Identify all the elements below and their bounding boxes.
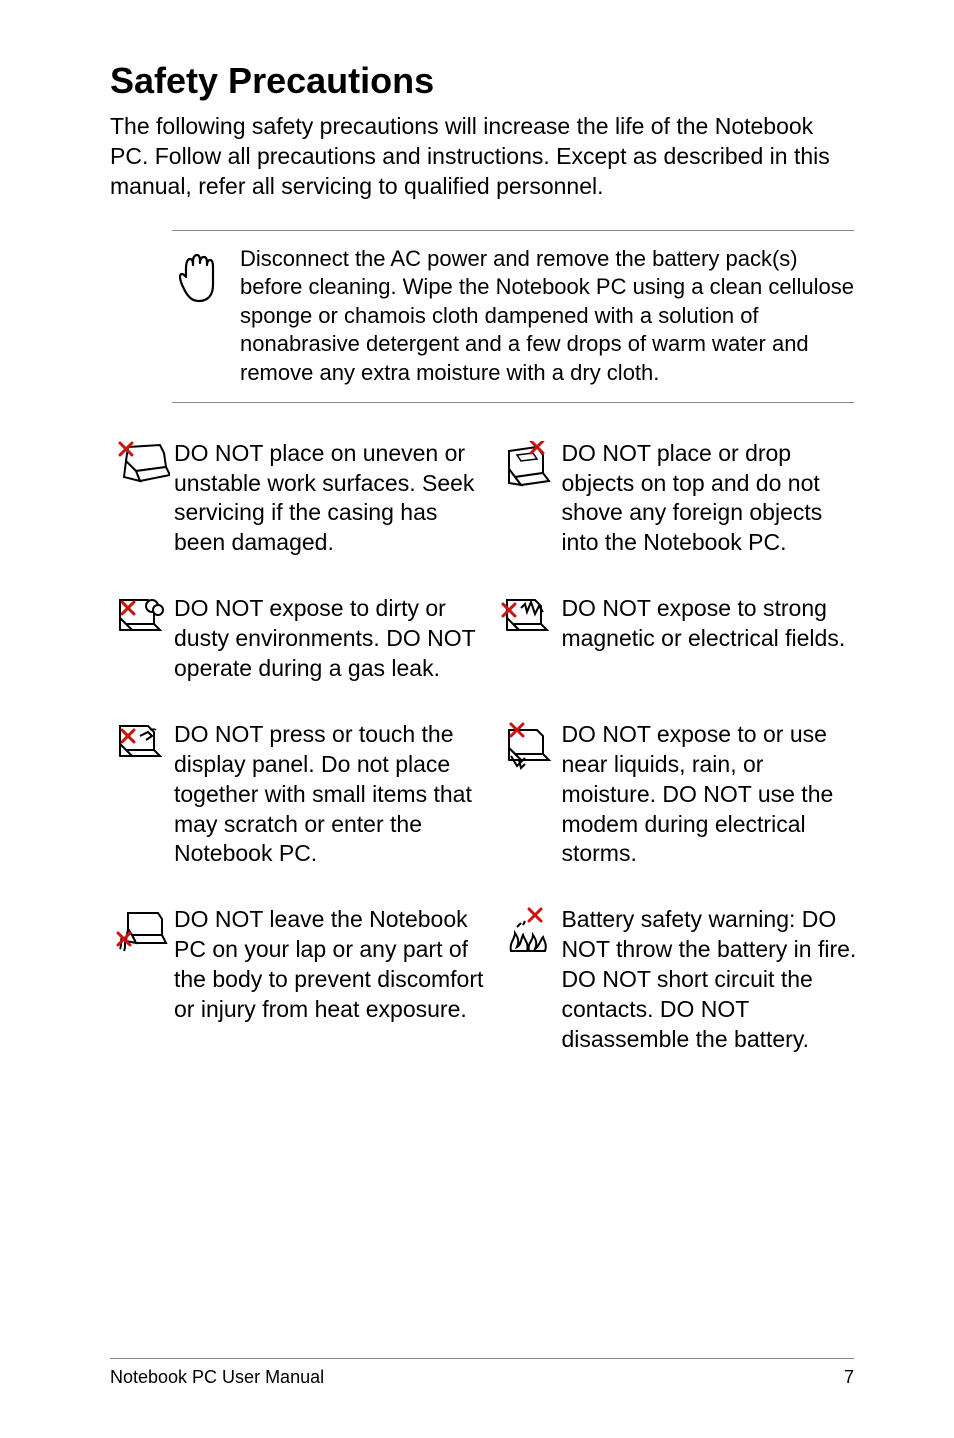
footer-title: Notebook PC User Manual — [110, 1367, 324, 1388]
page-footer: Notebook PC User Manual 7 — [110, 1358, 854, 1388]
warning-row: DO NOT press or touch the display panel.… — [110, 720, 854, 869]
warning-text: DO NOT press or touch the display panel.… — [174, 720, 489, 869]
warning-item: DO NOT place or drop objects on top and … — [497, 439, 862, 559]
warning-text: DO NOT expose to dirty or dusty environm… — [174, 594, 489, 684]
callout-text: Disconnect the AC power and remove the b… — [240, 245, 854, 388]
warning-text: DO NOT leave the Notebook PC on your lap… — [174, 905, 489, 1025]
warning-row: DO NOT expose to dirty or dusty environm… — [110, 594, 854, 684]
liquids-icon — [497, 720, 561, 772]
warning-row: DO NOT leave the Notebook PC on your lap… — [110, 905, 854, 1054]
warning-item: DO NOT press or touch the display panel.… — [110, 720, 489, 869]
warning-item: DO NOT expose to strong magnetic or elec… — [497, 594, 862, 684]
battery-fire-icon — [497, 905, 561, 957]
warning-text: DO NOT place or drop objects on top and … — [561, 439, 862, 559]
dirty-env-icon — [110, 594, 174, 642]
warning-text: DO NOT place on uneven or unstable work … — [174, 439, 489, 559]
hand-stop-icon — [172, 245, 222, 307]
warning-item: DO NOT expose to or use near liquids, ra… — [497, 720, 862, 869]
uneven-surface-icon — [110, 439, 174, 487]
page: Safety Precautions The following safety … — [0, 0, 954, 1438]
warning-row: DO NOT place on uneven or unstable work … — [110, 439, 854, 559]
magnetic-field-icon — [497, 594, 561, 642]
drop-objects-icon — [497, 439, 561, 489]
warning-item: DO NOT place on uneven or unstable work … — [110, 439, 489, 559]
warning-item: DO NOT leave the Notebook PC on your lap… — [110, 905, 489, 1054]
warning-text: DO NOT expose to or use near liquids, ra… — [561, 720, 862, 869]
cleaning-callout: Disconnect the AC power and remove the b… — [172, 230, 854, 403]
lap-heat-icon — [110, 905, 174, 955]
warning-text: Battery safety warning: DO NOT throw the… — [561, 905, 862, 1054]
warning-item: DO NOT expose to dirty or dusty environm… — [110, 594, 489, 684]
page-title: Safety Precautions — [110, 60, 854, 102]
warning-item: Battery safety warning: DO NOT throw the… — [497, 905, 862, 1054]
warning-text: DO NOT expose to strong magnetic or elec… — [561, 594, 862, 654]
intro-paragraph: The following safety precautions will in… — [110, 112, 854, 202]
press-touch-icon — [110, 720, 174, 768]
page-number: 7 — [844, 1367, 854, 1388]
